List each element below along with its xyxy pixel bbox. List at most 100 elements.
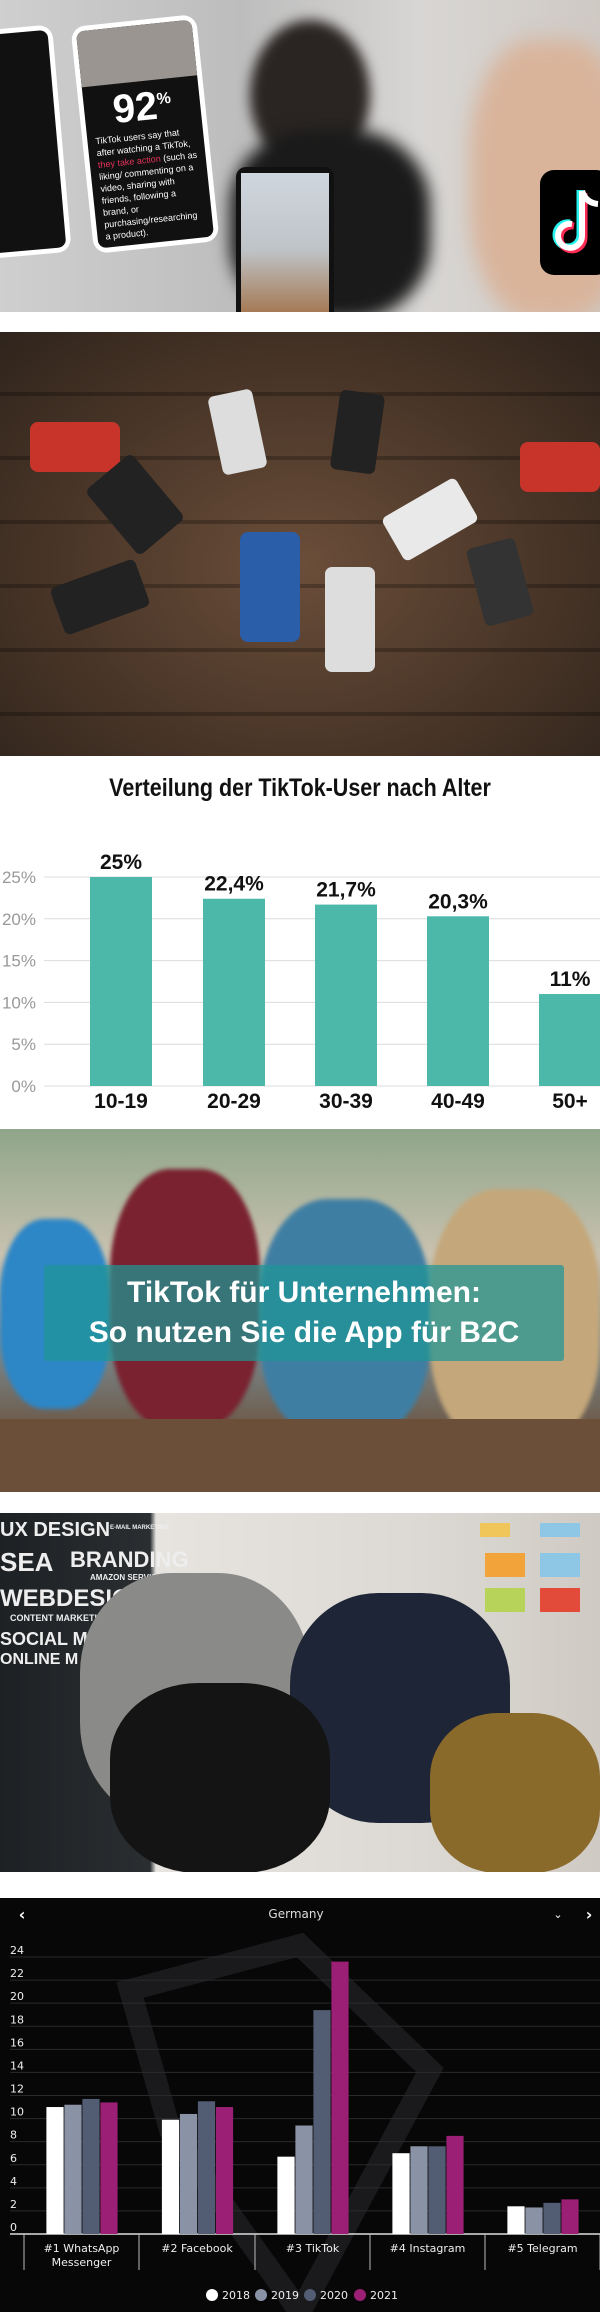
bar-20-29 (203, 898, 265, 1086)
agency-meeting-image: UX DESIGN E-MAIL MARKETING SEA BRANDING … (0, 1513, 600, 1872)
y-tick-label: 10 (10, 2106, 24, 2119)
bar-2021 (215, 2107, 234, 2234)
y-tick-label: 10% (2, 993, 36, 1012)
bar-2018 (507, 2206, 525, 2234)
bar-2020 (313, 2010, 331, 2234)
phone-mockup-stat: 92% TikTok users say that after watching… (70, 14, 220, 254)
data-label: 21,7% (316, 879, 376, 902)
legend-swatch-2018 (206, 2289, 218, 2301)
wooden-table (0, 1419, 600, 1492)
category-label: 50+ (552, 1090, 588, 1113)
legend-swatch-2021 (354, 2289, 366, 2301)
phone-on-stand (236, 167, 334, 312)
data-label: 11% (550, 968, 591, 991)
tiktok-logo-icon (540, 170, 600, 275)
sign-text: AMAZON SERVICES (90, 1573, 168, 1582)
bar-2018 (277, 2156, 295, 2234)
bar-2020 (543, 2202, 561, 2234)
legend-swatch-2020 (304, 2289, 316, 2301)
legend-label: 2020 (320, 2289, 348, 2302)
bar-2021 (561, 2199, 579, 2234)
background-diamond-shape (116, 1932, 444, 2312)
y-tick-label: 12 (10, 2083, 24, 2096)
y-tick-label: 20 (10, 1990, 24, 2003)
sign-text: E-MAIL MARKETING (110, 1525, 169, 1531)
bar-2019 (64, 2104, 82, 2234)
category-label: 30-39 (319, 1090, 373, 1113)
y-tick-label: 25% (2, 868, 36, 887)
phone-photo (75, 19, 198, 88)
smartphone (240, 532, 300, 642)
y-tick-label: 15% (2, 952, 36, 971)
stat-description: TikTok users say that after watching a T… (94, 127, 198, 242)
banner-line-2: So nutzen Sie die App für B2C (88, 1316, 520, 1349)
bar-2018 (46, 2107, 64, 2234)
y-tick-label: 24 (10, 1944, 24, 1957)
bar-2021 (331, 1961, 349, 2234)
bar-40-49 (427, 916, 489, 1086)
data-label: 20,3% (428, 890, 488, 913)
y-tick-label: 20% (2, 910, 36, 929)
category-label: #1 WhatsApp Messenger (44, 2242, 120, 2269)
chevron-left-icon[interactable]: ‹ (19, 1905, 26, 1924)
article-title-banner: TikTok für Unternehmen: So nutzen Sie di… (44, 1265, 564, 1361)
legend-label: 2019 (271, 2289, 299, 2302)
y-tick-label: 14 (10, 2059, 24, 2072)
sign-text: BRANDING (70, 1547, 189, 1572)
legend-swatch-2019 (255, 2289, 267, 2301)
category-label: #5 Telegram (507, 2242, 577, 2255)
bar-2021 (100, 2102, 118, 2234)
chevron-down-icon[interactable]: ⌄ (553, 1908, 562, 1921)
person (430, 1713, 600, 1872)
bar-2020 (82, 2098, 100, 2234)
bar-2019 (295, 2125, 313, 2234)
bar-2020 (197, 2101, 216, 2234)
y-tick-label: 2 (10, 2198, 17, 2211)
hands-with-phones-image (0, 332, 600, 756)
legend-label: 2018 (222, 2289, 250, 2302)
legend-label: 2021 (370, 2289, 398, 2302)
phone-mockup-left (0, 24, 72, 260)
red-wallet (520, 442, 600, 492)
bar-10-19 (90, 877, 152, 1086)
y-tick-label: 8 (10, 2129, 17, 2142)
bar-30-39 (315, 904, 377, 1086)
category-label: 20-29 (207, 1090, 261, 1113)
sign-text: ONLINE M (0, 1651, 79, 1668)
bar-2018 (392, 2153, 410, 2234)
sign-text: UX DESIGN (0, 1519, 111, 1541)
bar-2020 (428, 2146, 446, 2234)
banner-line-1: TikTok für Unternehmen: (127, 1276, 481, 1309)
person (110, 1683, 330, 1872)
sign-text: SEA (0, 1547, 54, 1577)
country-title[interactable]: Germany (268, 1907, 323, 1921)
y-tick-label: 22 (10, 1967, 24, 1980)
bar-50+ (539, 994, 600, 1086)
hero-image: 92% TikTok users say that after watching… (0, 0, 600, 312)
y-tick-label: 5% (11, 1035, 36, 1054)
smartphone (325, 567, 375, 672)
chevron-right-icon[interactable]: › (586, 1905, 593, 1924)
y-tick-label: 18 (10, 2013, 24, 2026)
category-label: #3 TikTok (286, 2242, 340, 2255)
bar-2019 (410, 2146, 428, 2234)
category-label: 10-19 (94, 1090, 148, 1113)
data-label: 25% (100, 851, 142, 874)
y-tick-label: 0 (10, 2221, 17, 2234)
sign-text: CONTENT MARKETING (10, 1613, 111, 1623)
bar-2019 (525, 2207, 543, 2234)
category-label: #2 Facebook (161, 2242, 233, 2255)
bar-2021 (446, 2135, 464, 2234)
chart-title: Verteilung der TikTok-User nach Alter (109, 773, 491, 801)
team-filming-image: TikTok für Unternehmen: So nutzen Sie di… (0, 1129, 600, 1492)
data-label: 22,4% (204, 873, 264, 896)
y-tick-label: 0% (11, 1077, 36, 1096)
category-label: 40-49 (431, 1090, 485, 1113)
y-tick-label: 6 (10, 2152, 17, 2165)
bar-2019 (179, 2113, 198, 2234)
y-tick-label: 4 (10, 2175, 17, 2188)
bar-2018 (161, 2119, 180, 2234)
category-label: #4 Instagram (390, 2242, 466, 2255)
red-wallet (30, 422, 120, 472)
